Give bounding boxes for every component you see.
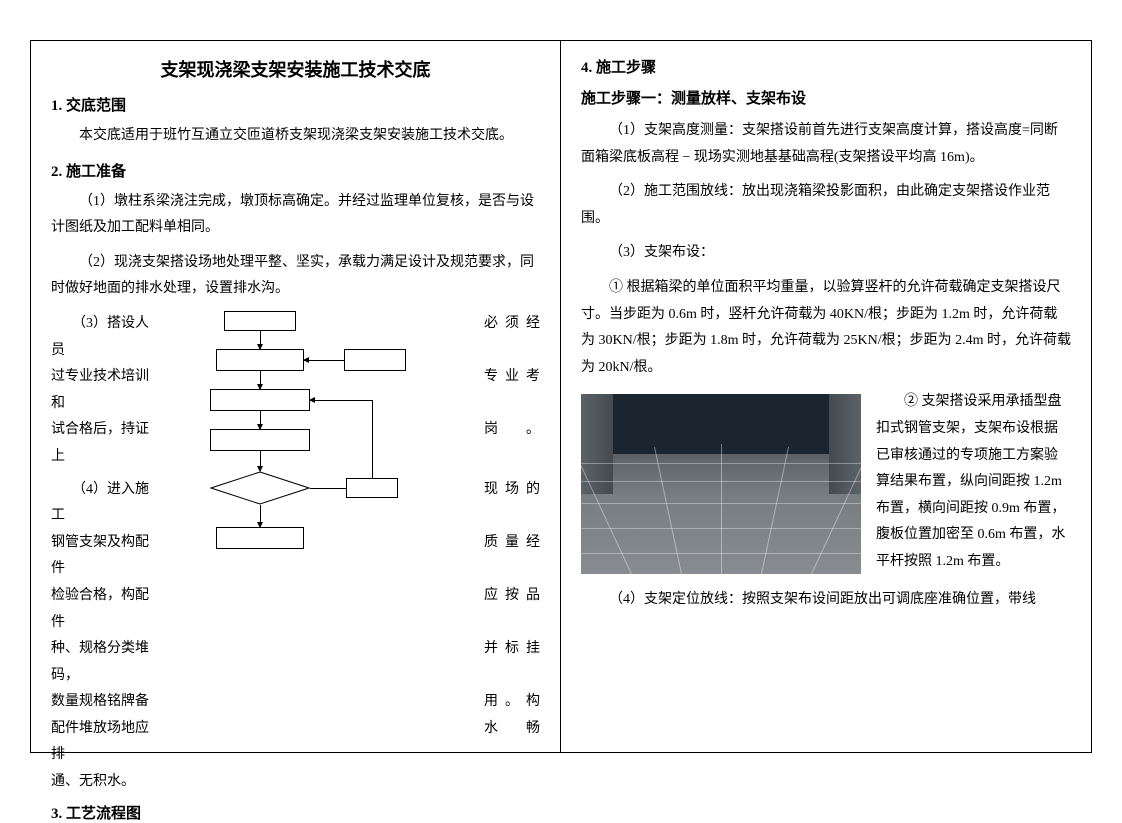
- s4-p6: （4）支架定位放线：按照支架布设间距放出可调底座准确位置，带线: [581, 587, 1071, 614]
- s4-p5-text: ② 支架搭设采用承插型盘扣式钢管支架，支架布设根据已审核通过的专项施工方案验算结…: [876, 394, 1065, 569]
- wrap-r-6: 应按品: [484, 583, 540, 636]
- fc-arrow-5h: [310, 488, 346, 489]
- fc-box-5r: [346, 478, 398, 498]
- fc-arrow-5: [260, 505, 261, 527]
- construction-photo: [581, 394, 861, 574]
- fc-arrow-1: [260, 331, 261, 349]
- fc-box-1: [224, 311, 296, 331]
- process-flowchart: [176, 311, 416, 631]
- wrap-r-3: 岗。: [484, 417, 540, 470]
- wrap-r-10: [484, 769, 540, 796]
- fc-feedback-v: [372, 400, 373, 478]
- wrap-l-5: 钢管支架及构配件: [51, 530, 161, 583]
- fc-box-3: [210, 389, 310, 411]
- fc-diamond: [210, 471, 310, 505]
- section-4-heading: 4. 施工步骤: [581, 56, 1071, 77]
- section-3-heading: 3. 工艺流程图: [51, 802, 540, 823]
- wrapped-text-flowchart: （3）搭设人员 必须经 过专业技术培训和 专业考 试合格后，持证上 岗。 （4）进入施…: [51, 311, 540, 823]
- wrap-r-7: 并标挂: [484, 636, 540, 689]
- fc-box-6: [216, 527, 304, 549]
- document-page: 支架现浇梁支架安装施工技术交底 1. 交底范围 本交底适用于班竹互通立交匝道桥支…: [30, 40, 1092, 753]
- fc-box-2: [216, 349, 304, 371]
- wrap-l-9: 配件堆放场地应排: [51, 716, 161, 769]
- section-1-para: 本交底适用于班竹互通立交匝道桥支架现浇梁支架安装施工技术交底。: [51, 123, 540, 150]
- section-1-heading: 1. 交底范围: [51, 94, 540, 115]
- wrap-l-2: 过专业技术培训和: [51, 364, 161, 417]
- page-title: 支架现浇梁支架安装施工技术交底: [51, 56, 540, 82]
- image-text-wrap: ② 支架搭设采用承插型盘扣式钢管支架，支架布设根据已审核通过的专项施工方案验算结…: [581, 389, 1071, 579]
- wrap-l-10: 通、无积水。: [51, 769, 161, 796]
- s4-p3: （3）支架布设：: [581, 240, 1071, 267]
- s4-p2: （2）施工范围放线：放出现浇箱梁投影面积，由此确定支架搭设作业范围。: [581, 179, 1071, 232]
- fc-feedback-h: [310, 400, 372, 401]
- wrap-r-9: 水 畅: [484, 716, 540, 769]
- wrap-l-8: 数量规格铭牌备: [51, 689, 161, 716]
- right-column: 4. 施工步骤 施工步骤一：测量放样、支架布设 （1）支架高度测量：支架搭设前首…: [561, 41, 1091, 752]
- wrap-r-5: 质量经: [484, 530, 540, 583]
- wrap-l-7: 种、规格分类堆码，: [51, 636, 161, 689]
- fc-arrow-3: [260, 411, 261, 429]
- wrap-l-6: 检验合格，构配件: [51, 583, 161, 636]
- section-2-p2: （2）现浇支架搭设场地处理平整、坚实，承载力满足设计及规范要求，同时做好地面的排…: [51, 250, 540, 303]
- wrap-l-4: （4）进入施工: [51, 477, 161, 530]
- left-column: 支架现浇梁支架安装施工技术交底 1. 交底范围 本交底适用于班竹互通立交匝道桥支…: [31, 41, 561, 752]
- wrap-l-1: （3）搭设人员: [51, 311, 161, 364]
- fc-arrow-4: [260, 451, 261, 471]
- wrap-r-4: 现场的: [484, 477, 540, 530]
- wrap-r-2: 专业考: [484, 364, 540, 417]
- wrap-r-8: 用。构: [484, 689, 540, 716]
- section-2-heading: 2. 施工准备: [51, 160, 540, 181]
- fc-arrow-2h: [304, 360, 344, 361]
- fc-arrow-2: [260, 371, 261, 389]
- wrap-l-3: 试合格后，持证上: [51, 417, 161, 470]
- section-4-sub: 施工步骤一：测量放样、支架布设: [581, 87, 1071, 108]
- s4-p1: （1）支架高度测量：支架搭设前首先进行支架高度计算，搭设高度=同断面箱梁底板高程…: [581, 118, 1071, 171]
- s4-p4: ① 根据箱梁的单位面积平均重量，以验算竖杆的允许荷载确定支架搭设尺寸。当步距为 …: [581, 275, 1071, 381]
- fc-box-4: [210, 429, 310, 451]
- wrap-r-1: 必须经: [484, 311, 540, 364]
- section-2-p1: （1）墩柱系梁浇注完成，墩顶标高确定。并经过监理单位复核，是否与设计图纸及加工配…: [51, 189, 540, 242]
- fc-box-2r: [344, 349, 406, 371]
